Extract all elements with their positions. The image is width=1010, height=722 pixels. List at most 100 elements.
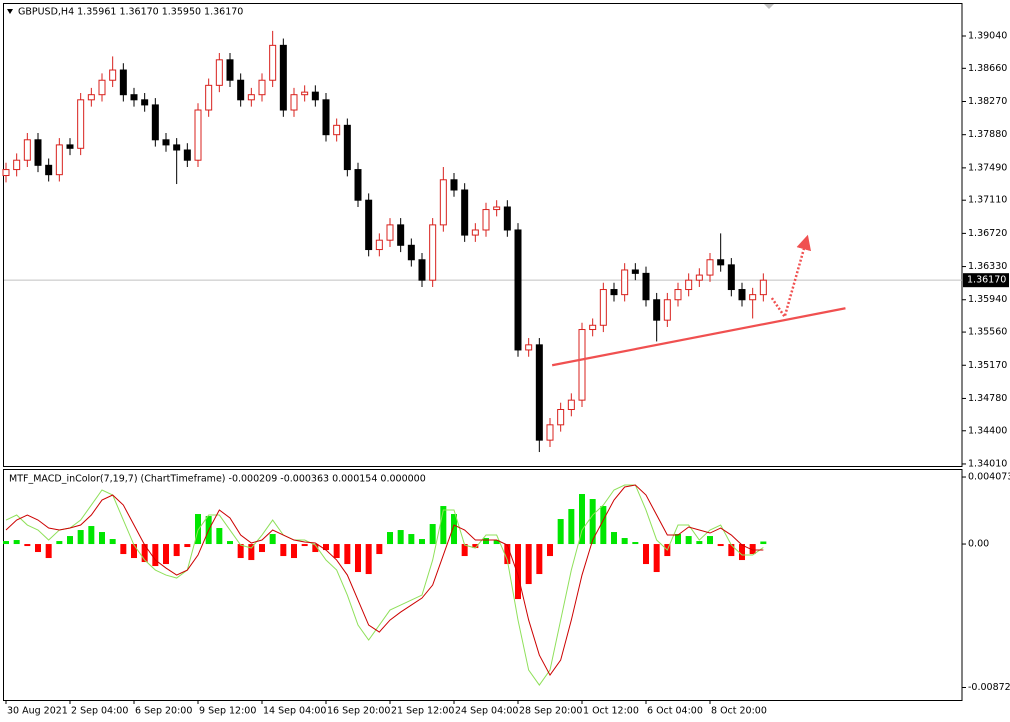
histogram-bar	[376, 544, 383, 555]
histogram-bar	[333, 544, 340, 559]
candle-body	[322, 99, 330, 136]
histogram-bar	[493, 540, 500, 545]
candle-body	[450, 179, 458, 191]
y-tick-label: 1.38660	[968, 63, 1007, 74]
histogram-bar	[109, 539, 116, 545]
candle-body	[461, 189, 469, 236]
histogram-bar	[344, 544, 351, 565]
candle-body	[151, 104, 159, 141]
candle-body	[194, 109, 202, 161]
y-tick-label: 1.37110	[968, 195, 1007, 206]
candle-body	[215, 59, 223, 86]
histogram-bar	[248, 544, 255, 561]
candle-body	[535, 344, 543, 441]
candle-body	[343, 124, 351, 171]
histogram-bar	[280, 544, 287, 557]
histogram-bar	[696, 541, 703, 545]
main-frame	[3, 3, 963, 467]
y-tick-label: 1.34400	[968, 425, 1007, 436]
histogram-bar	[643, 544, 649, 565]
histogram-bar	[419, 539, 425, 545]
candle-body	[503, 206, 511, 231]
candle-body	[759, 279, 767, 296]
histogram-bar	[739, 544, 745, 561]
menu-triangle[interactable]	[7, 9, 13, 14]
candle-body	[567, 399, 575, 411]
y-tick-label: 1.36720	[968, 228, 1007, 239]
histogram-bar	[163, 544, 169, 565]
histogram-bar	[579, 494, 585, 545]
histogram-bar	[547, 544, 553, 557]
histogram-bar	[632, 542, 639, 545]
candle-body	[375, 239, 383, 251]
candle-body	[546, 424, 554, 441]
y-tick-label: 0.004073	[968, 472, 1010, 483]
candle-body	[141, 99, 149, 106]
candle-body	[471, 229, 479, 236]
histogram-bar	[45, 544, 52, 559]
candle-body	[738, 289, 746, 301]
histogram-bar	[184, 544, 191, 548]
histogram-bar	[472, 544, 479, 549]
histogram-bar	[429, 524, 436, 545]
histogram-bar	[227, 541, 233, 545]
candle-body	[13, 159, 21, 171]
candle-body	[119, 69, 127, 96]
candle-body	[407, 244, 415, 261]
histogram-bar	[621, 538, 628, 545]
candle-body	[258, 79, 266, 96]
histogram-bar	[397, 530, 404, 545]
candle-body	[162, 139, 170, 146]
y-tick-label: 1.34780	[968, 393, 1007, 404]
histogram-bar	[56, 541, 63, 545]
y-tick-label: 0.00	[968, 539, 989, 550]
candle-body	[279, 44, 287, 111]
histogram-bar	[749, 544, 756, 555]
signal-line	[5, 484, 764, 677]
histogram-bar	[707, 536, 713, 545]
histogram-bar	[355, 544, 361, 573]
candle-body	[23, 139, 31, 161]
y-tick-label: 1.38270	[968, 96, 1007, 107]
candle-body	[663, 299, 671, 321]
candle-body	[77, 99, 85, 149]
x-tick-label: 9 Sep 12:00	[199, 706, 256, 717]
histogram-bar	[483, 538, 489, 545]
candle-body	[493, 206, 501, 211]
x-tick-label: 1 Oct 12:00	[583, 706, 639, 717]
histogram-bar	[600, 506, 607, 545]
x-tick-label: 6 Oct 04:00	[647, 706, 703, 717]
candle-body	[674, 289, 682, 301]
histogram-bar	[173, 544, 180, 557]
histogram-bar	[141, 544, 148, 563]
candle-body	[226, 59, 234, 81]
candle-body	[333, 124, 341, 136]
candle-body	[34, 139, 42, 166]
candle-body	[717, 259, 725, 266]
candle-body	[109, 69, 117, 81]
candle-body	[98, 79, 106, 96]
candle-body	[642, 272, 650, 301]
trendline	[551, 307, 846, 367]
x-tick-label: 6 Sep 20:00	[135, 706, 192, 717]
histogram-bar	[237, 544, 244, 559]
candle-body	[599, 289, 607, 326]
histogram-bar	[536, 544, 543, 575]
histogram-bar	[131, 544, 137, 559]
candle-body	[749, 294, 757, 301]
histogram-bar	[728, 544, 735, 557]
histogram-bar	[365, 544, 372, 575]
histogram-bar	[24, 544, 31, 547]
histogram-bar	[451, 514, 457, 545]
candle-body	[418, 259, 426, 281]
histogram-bar	[291, 544, 297, 559]
candle-body	[386, 224, 394, 241]
x-tick-label: 30 Aug 2021	[7, 706, 68, 717]
y-tick-label: 1.34010	[968, 458, 1007, 469]
candle-body	[290, 94, 298, 111]
x-tick-label: 28 Sep 20:00	[519, 706, 582, 717]
histogram-bar	[35, 544, 41, 553]
candle-body	[578, 329, 586, 401]
